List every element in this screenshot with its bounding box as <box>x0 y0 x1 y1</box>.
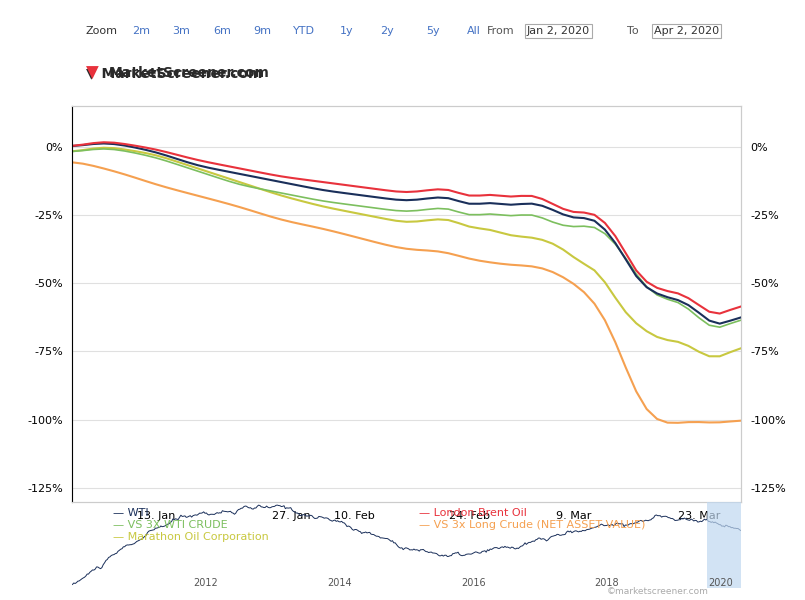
Text: — WTI: — WTI <box>113 508 148 518</box>
Bar <box>708 502 741 588</box>
Text: Apr 2, 2020: Apr 2, 2020 <box>654 26 719 36</box>
Text: 2020: 2020 <box>708 578 733 588</box>
Text: ▼ MarketScreener.com: ▼ MarketScreener.com <box>86 66 262 80</box>
Text: 2012: 2012 <box>194 578 218 588</box>
Text: 5y: 5y <box>427 26 440 36</box>
Text: 2016: 2016 <box>461 578 485 588</box>
Text: — London Brent Oil: — London Brent Oil <box>419 508 526 518</box>
Text: 1y: 1y <box>340 26 353 36</box>
Text: 2m: 2m <box>133 26 151 36</box>
Text: 2y: 2y <box>380 26 394 36</box>
Text: 3m: 3m <box>172 26 191 36</box>
Text: 2014: 2014 <box>328 578 352 588</box>
Text: — VS 3x Long Crude (NET ASSET VALUE): — VS 3x Long Crude (NET ASSET VALUE) <box>419 520 645 530</box>
Text: 9m: 9m <box>253 26 270 36</box>
Text: ©marketscreener.com: ©marketscreener.com <box>606 587 708 596</box>
Text: 6m: 6m <box>213 26 231 36</box>
Text: — Marathon Oil Corporation: — Marathon Oil Corporation <box>113 532 268 542</box>
Text: 2018: 2018 <box>595 578 619 588</box>
Text: From: From <box>487 26 514 36</box>
Text: To: To <box>627 26 638 36</box>
Text: YTD: YTD <box>293 26 315 36</box>
Text: MarketScreener.com: MarketScreener.com <box>109 66 270 80</box>
Text: — VS 3X WTI CRUDE: — VS 3X WTI CRUDE <box>113 520 227 530</box>
Text: All: All <box>467 26 481 36</box>
Text: Zoom: Zoom <box>86 26 118 36</box>
Text: ▼: ▼ <box>86 64 98 82</box>
Text: Jan 2, 2020: Jan 2, 2020 <box>526 26 590 36</box>
